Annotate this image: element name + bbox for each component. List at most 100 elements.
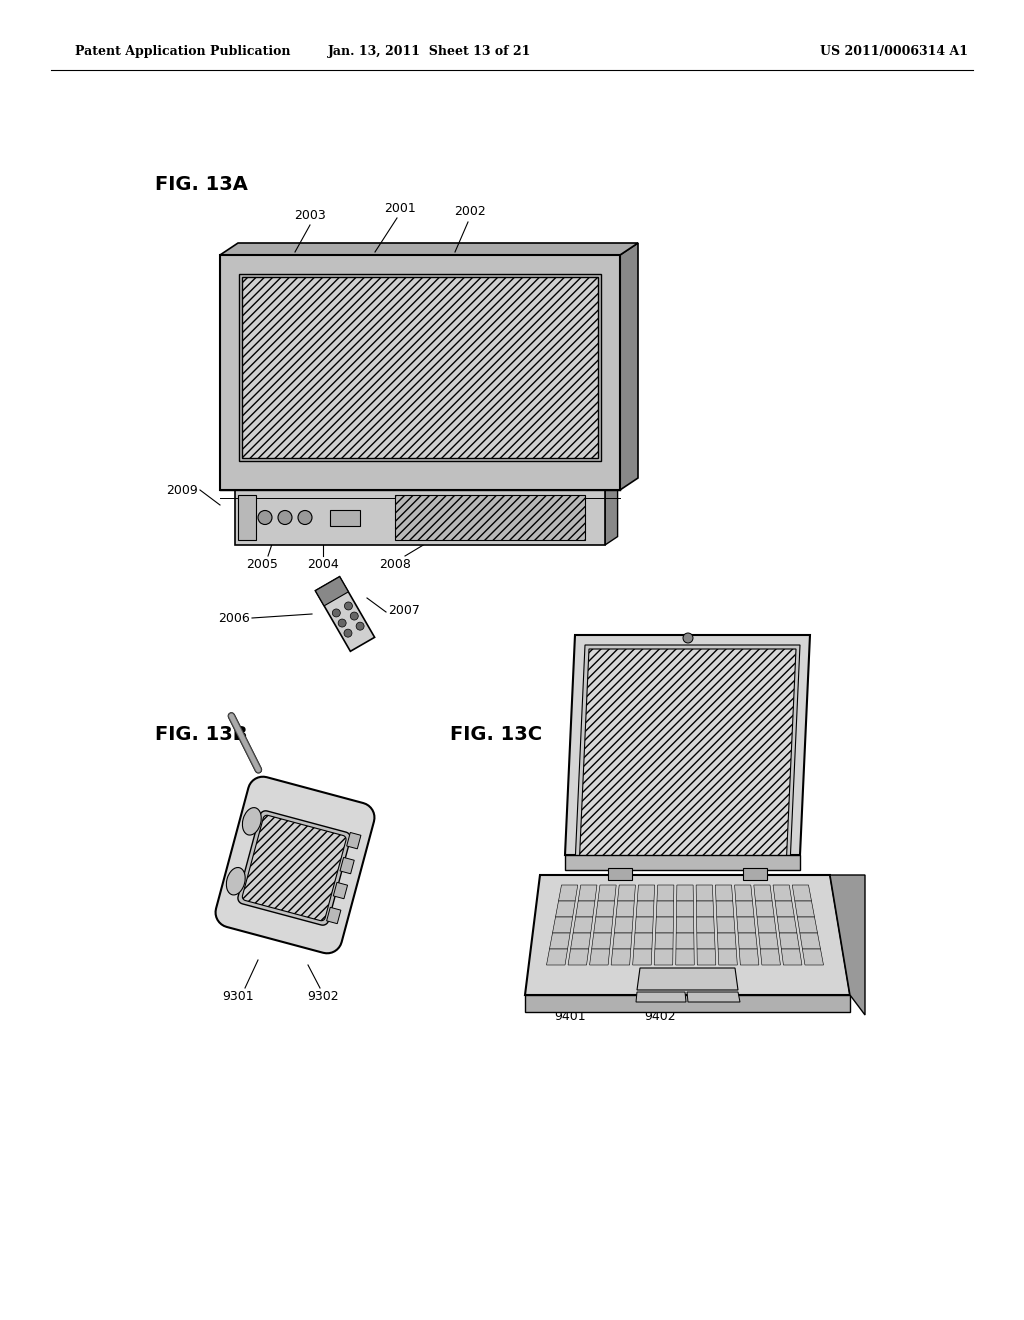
Polygon shape [579, 884, 597, 902]
Text: 2004: 2004 [307, 558, 339, 572]
Polygon shape [611, 949, 631, 965]
Bar [239, 275, 601, 461]
Polygon shape [592, 933, 611, 949]
Polygon shape [676, 949, 694, 965]
Polygon shape [677, 884, 693, 902]
Polygon shape [575, 645, 800, 865]
Polygon shape [677, 902, 693, 917]
Polygon shape [655, 933, 673, 949]
Polygon shape [696, 884, 713, 902]
Ellipse shape [243, 808, 261, 836]
Circle shape [683, 634, 693, 643]
Polygon shape [636, 993, 686, 1002]
Text: FIG. 13A: FIG. 13A [155, 176, 248, 194]
Polygon shape [735, 902, 754, 917]
Polygon shape [676, 917, 694, 933]
Circle shape [350, 612, 358, 620]
Text: 2001: 2001 [384, 202, 416, 215]
Polygon shape [525, 995, 850, 1012]
Polygon shape [605, 482, 617, 545]
Polygon shape [220, 243, 638, 255]
Polygon shape [614, 917, 633, 933]
Circle shape [338, 619, 346, 627]
Polygon shape [525, 875, 850, 995]
Polygon shape [598, 884, 616, 902]
Polygon shape [596, 902, 614, 917]
Text: 2009: 2009 [166, 483, 198, 496]
Polygon shape [327, 907, 341, 924]
Polygon shape [697, 949, 716, 965]
Polygon shape [238, 810, 350, 925]
Polygon shape [315, 577, 348, 606]
Bar [234, 490, 605, 545]
Bar [330, 510, 360, 525]
Polygon shape [718, 949, 737, 965]
Polygon shape [676, 933, 694, 949]
Polygon shape [234, 482, 617, 490]
Polygon shape [637, 884, 654, 902]
Polygon shape [620, 243, 638, 490]
Text: FIG. 13C: FIG. 13C [450, 726, 542, 744]
Polygon shape [793, 884, 811, 902]
Polygon shape [716, 902, 734, 917]
Text: 9401: 9401 [554, 1010, 586, 1023]
Polygon shape [737, 917, 756, 933]
Polygon shape [570, 933, 591, 949]
Text: 9402: 9402 [644, 1010, 676, 1023]
Polygon shape [777, 917, 797, 933]
Polygon shape [616, 902, 634, 917]
Bar [395, 495, 585, 540]
Polygon shape [754, 884, 772, 902]
Polygon shape [553, 917, 572, 933]
Polygon shape [757, 917, 776, 933]
Polygon shape [716, 884, 733, 902]
Polygon shape [696, 917, 715, 933]
Polygon shape [798, 917, 817, 933]
Polygon shape [756, 902, 774, 917]
Polygon shape [803, 949, 823, 965]
Polygon shape [347, 833, 360, 849]
Polygon shape [830, 875, 865, 1015]
Text: 9301: 9301 [222, 990, 254, 1003]
Polygon shape [773, 884, 792, 902]
Polygon shape [657, 884, 674, 902]
Text: 2003: 2003 [294, 209, 326, 222]
Polygon shape [781, 949, 802, 965]
Polygon shape [579, 649, 796, 869]
Polygon shape [637, 968, 738, 990]
Polygon shape [775, 902, 795, 917]
Polygon shape [760, 949, 780, 965]
Circle shape [344, 602, 352, 610]
Polygon shape [717, 917, 735, 933]
Polygon shape [333, 882, 347, 899]
Circle shape [356, 622, 365, 630]
Polygon shape [800, 933, 820, 949]
Polygon shape [795, 902, 814, 917]
Polygon shape [594, 917, 613, 933]
Text: 2008: 2008 [379, 558, 411, 572]
Polygon shape [734, 884, 753, 902]
Bar [608, 869, 632, 880]
Polygon shape [216, 776, 375, 953]
Bar [743, 869, 767, 880]
Bar [220, 255, 620, 490]
Polygon shape [718, 933, 736, 949]
Polygon shape [617, 884, 636, 902]
Polygon shape [738, 933, 758, 949]
Polygon shape [696, 902, 714, 917]
Polygon shape [565, 855, 800, 870]
Polygon shape [636, 902, 654, 917]
Polygon shape [568, 949, 589, 965]
Polygon shape [340, 858, 354, 874]
Text: 2006: 2006 [218, 611, 250, 624]
Text: FIG. 13B: FIG. 13B [155, 726, 248, 744]
Polygon shape [565, 635, 810, 855]
Polygon shape [315, 577, 375, 651]
Polygon shape [779, 933, 800, 949]
Polygon shape [555, 902, 575, 917]
Text: 2007: 2007 [388, 603, 420, 616]
Text: 9302: 9302 [307, 990, 339, 1003]
Polygon shape [654, 949, 673, 965]
Polygon shape [243, 816, 346, 921]
Polygon shape [696, 933, 715, 949]
